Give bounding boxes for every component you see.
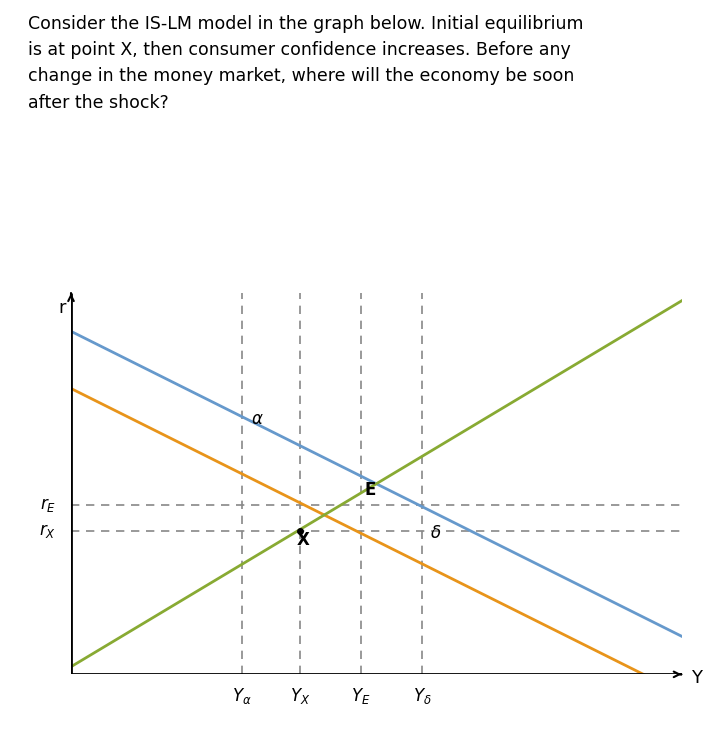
- Text: $r_X$: $r_X$: [39, 523, 55, 540]
- Text: $r_E$: $r_E$: [40, 496, 55, 514]
- Text: Consider the IS-LM model in the graph below. Initial equilibrium
is at point X, : Consider the IS-LM model in the graph be…: [28, 15, 584, 112]
- Text: $Y_E$: $Y_E$: [351, 686, 371, 706]
- Text: E: E: [364, 482, 376, 499]
- Text: r: r: [58, 299, 65, 317]
- Text: $Y_{\delta}$: $Y_{\delta}$: [413, 686, 432, 706]
- Text: $Y_{\alpha}$: $Y_{\alpha}$: [232, 686, 252, 706]
- Text: δ: δ: [431, 524, 442, 542]
- Text: X: X: [297, 531, 310, 549]
- Text: $Y_X$: $Y_X$: [290, 686, 310, 706]
- Text: α: α: [251, 410, 262, 427]
- Text: Y: Y: [691, 669, 701, 687]
